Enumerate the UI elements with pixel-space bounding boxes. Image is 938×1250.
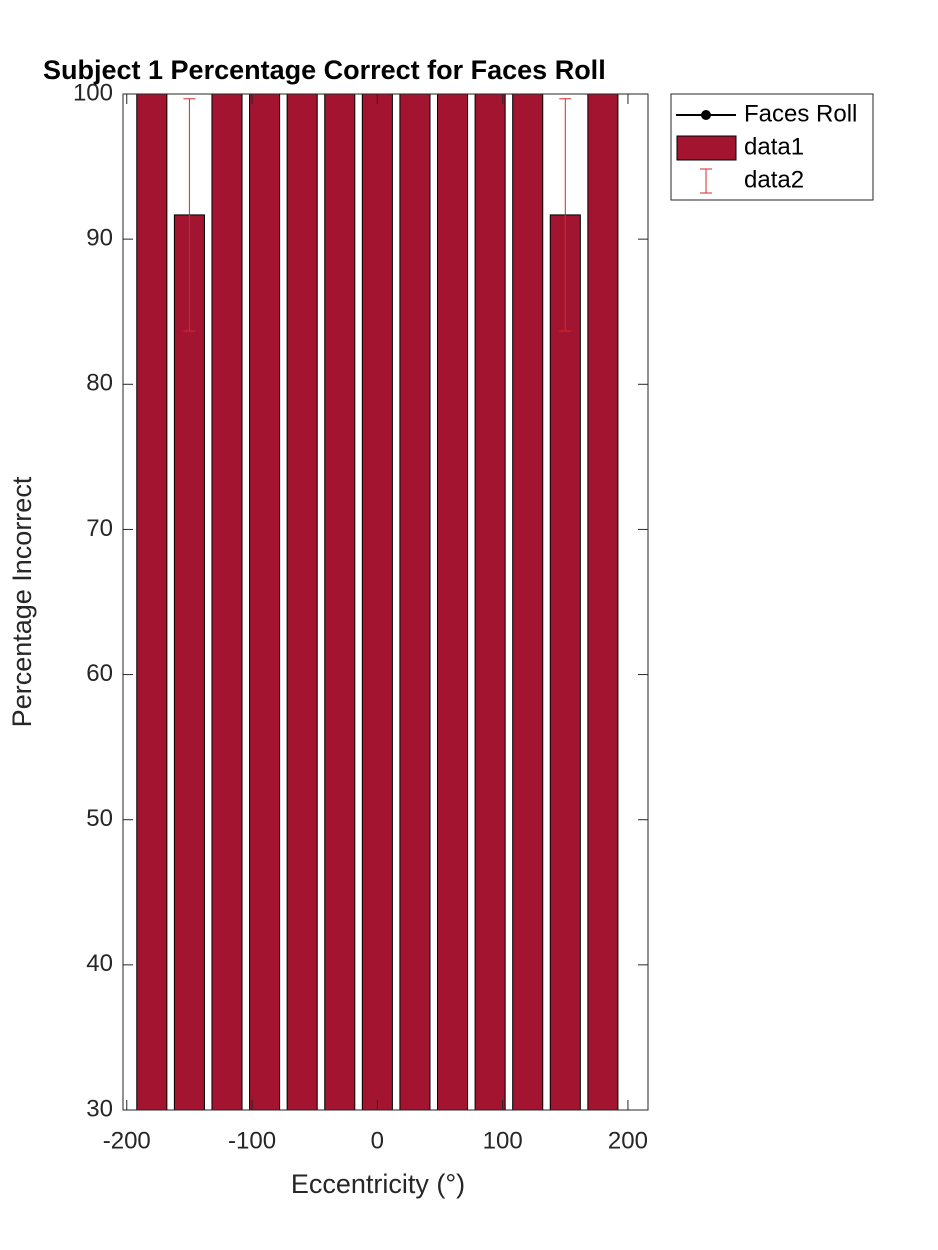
bar bbox=[324, 94, 356, 1110]
axes-box bbox=[122, 93, 649, 1111]
legend-label: Faces Roll bbox=[744, 100, 857, 127]
x-tick-label: -100 bbox=[228, 1127, 276, 1154]
y-tick-label: 80 bbox=[86, 370, 113, 397]
bar bbox=[361, 94, 393, 1110]
bar bbox=[136, 94, 168, 1110]
legend-marker bbox=[701, 110, 711, 120]
x-tick-label: -200 bbox=[103, 1127, 151, 1154]
y-tick-label: 50 bbox=[86, 805, 113, 832]
legend-label: data2 bbox=[744, 166, 804, 193]
bar bbox=[512, 94, 544, 1110]
bar bbox=[286, 94, 318, 1110]
legend-swatch bbox=[676, 135, 737, 161]
chart-title: Subject 1 Percentage Correct for Faces R… bbox=[43, 55, 606, 85]
error-bar bbox=[183, 98, 196, 332]
y-tick-label: 30 bbox=[86, 1095, 113, 1122]
bar bbox=[249, 94, 281, 1110]
bar bbox=[587, 94, 619, 1110]
bar bbox=[399, 94, 431, 1110]
bar bbox=[549, 214, 581, 1110]
x-tick-label: 0 bbox=[371, 1127, 384, 1154]
y-tick-label: 100 bbox=[73, 79, 113, 106]
x-tick-label: 200 bbox=[608, 1127, 648, 1154]
y-tick-label: 60 bbox=[86, 660, 113, 687]
y-axis-label: Percentage Incorrect bbox=[7, 476, 37, 727]
x-axis-label: Eccentricity (°) bbox=[291, 1169, 465, 1199]
y-tick-label: 90 bbox=[86, 224, 113, 251]
bar bbox=[436, 94, 469, 1110]
bar bbox=[474, 94, 506, 1110]
legend-label: data1 bbox=[744, 133, 804, 160]
x-tick-label: 100 bbox=[483, 1127, 523, 1154]
bar bbox=[211, 94, 243, 1110]
y-tick-label: 40 bbox=[86, 950, 113, 977]
bar bbox=[173, 214, 205, 1110]
y-tick-label: 70 bbox=[86, 515, 113, 542]
error-bar bbox=[559, 98, 572, 332]
